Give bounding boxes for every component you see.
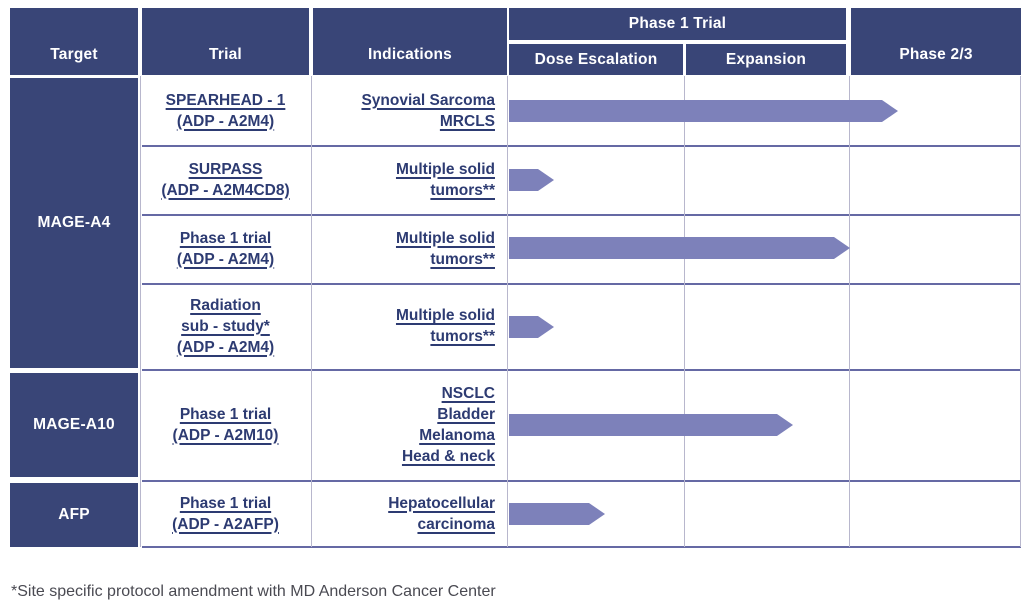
trial-link-spearhead-1[interactable]: SPEARHEAD - 1 (ADP - A2M4) xyxy=(165,91,286,130)
trial-link-phase1-a2m10[interactable]: Phase 1 trial (ADP - A2M10) xyxy=(172,405,279,444)
indications-link-hepatocellular-carcinoma[interactable]: Hepatocellular carcinoma xyxy=(388,494,495,533)
progress-arrow xyxy=(509,316,554,338)
trial-link-phase1-a2m4[interactable]: Phase 1 trial (ADP - A2M4) xyxy=(176,229,275,268)
row-separator-line xyxy=(142,369,1021,371)
column-header-expansion: Expansion xyxy=(686,44,846,75)
column-separator-line xyxy=(507,76,508,547)
footnote: *Site specific protocol amendment with M… xyxy=(11,583,496,600)
row-separator-line xyxy=(142,480,1021,482)
progress-arrow xyxy=(509,503,605,525)
progress-arrow xyxy=(509,100,898,122)
trial-link-phase1-a2afp[interactable]: Phase 1 trial (ADP - A2AFP) xyxy=(172,494,279,533)
target-cell-afp: AFP xyxy=(10,483,138,547)
column-separator-line xyxy=(311,76,312,547)
column-header-trial: Trial xyxy=(142,8,309,75)
row-separator-line xyxy=(142,283,1021,285)
column-header-phase-2-3: Phase 2/3 xyxy=(851,8,1021,75)
progress-arrow xyxy=(509,414,793,436)
table-bottom-border xyxy=(142,546,1021,548)
indications-link-multiple-solid-tumors[interactable]: Multiple solid tumors** xyxy=(395,229,495,268)
column-separator-line xyxy=(140,76,141,547)
column-header-phase1-trial: Phase 1 Trial xyxy=(509,8,846,40)
column-header-indications: Indications xyxy=(313,8,507,75)
indications-link-multiple-solid-tumors[interactable]: Multiple solid tumors** xyxy=(395,307,495,345)
trial-link-radiation-sub-study[interactable]: Radiation sub - study* (ADP - A2M4) xyxy=(176,296,275,356)
column-separator-line xyxy=(849,76,850,547)
column-header-target: Target xyxy=(10,8,138,75)
progress-arrow xyxy=(509,169,554,191)
row-separator-line xyxy=(142,214,1021,216)
target-cell-mage-a10: MAGE-A10 xyxy=(10,373,138,477)
column-header-dose-escalation: Dose Escalation xyxy=(509,44,683,75)
table-right-border xyxy=(1020,76,1021,547)
progress-arrow xyxy=(509,237,850,259)
indications-link-synovial-sarcoma[interactable]: Synovial Sarcoma MRCLS xyxy=(361,91,495,130)
target-cell-mage-a4: MAGE-A4 xyxy=(10,78,138,368)
trial-link-surpass[interactable]: SURPASS (ADP - A2M4CD8) xyxy=(161,160,290,199)
indications-link-multiple-solid-tumors[interactable]: Multiple solid tumors** xyxy=(395,160,495,199)
row-separator-line xyxy=(142,145,1021,147)
indications-link-nsclc-bladder-melanoma[interactable]: NSCLC Bladder Melanoma Head & neck xyxy=(401,384,495,465)
column-separator-line xyxy=(684,76,685,547)
